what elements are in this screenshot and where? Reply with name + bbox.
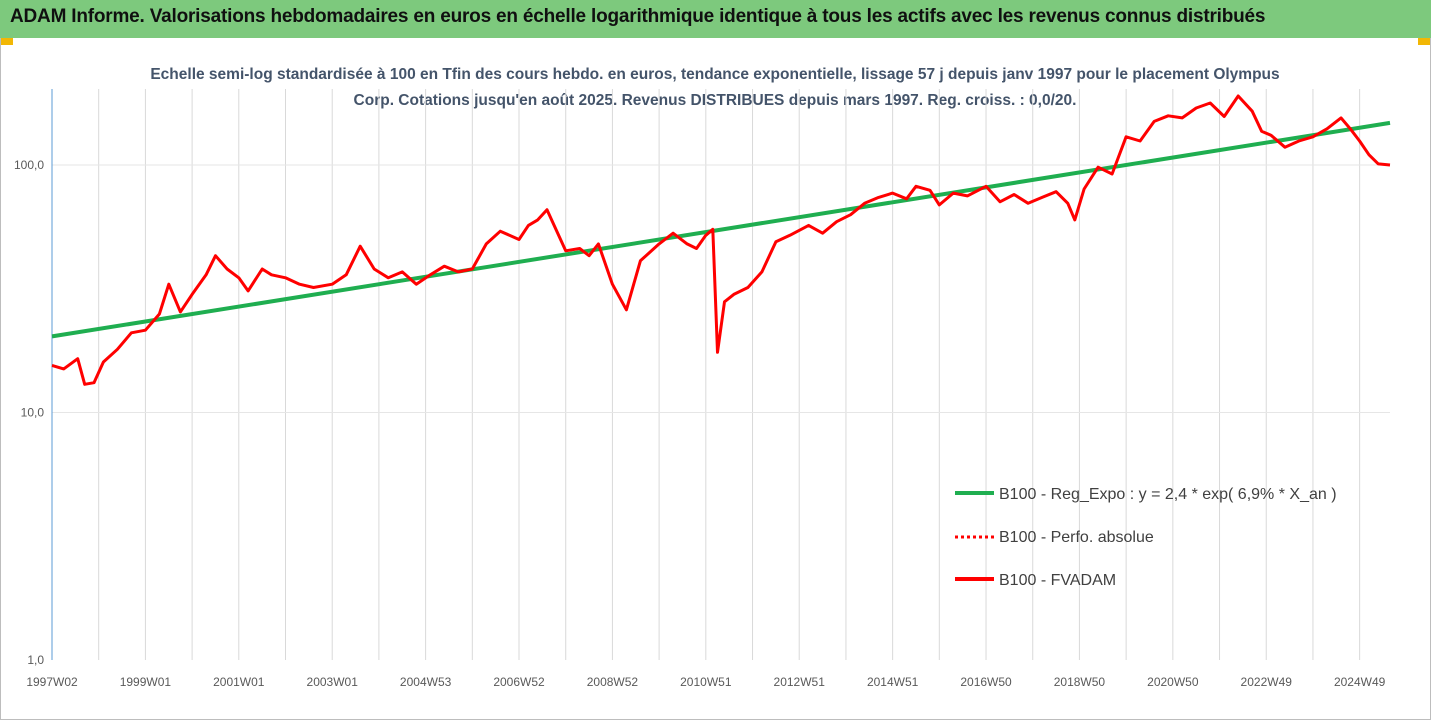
x-tick-label: 2004W53: [400, 675, 452, 689]
x-tick-label: 2020W50: [1147, 675, 1199, 689]
x-tick-label: 2003W01: [307, 675, 359, 689]
series-lines: [51, 94, 1391, 386]
y-tick-label: 10,0: [21, 406, 45, 420]
x-tick-label: 2012W51: [774, 675, 826, 689]
legend-label-perfo-absolue: B100 - Perfo. absolue: [999, 529, 1154, 546]
y-tick-label: 1,0: [27, 653, 44, 667]
x-tick-label: 2010W51: [680, 675, 732, 689]
legend-label-regression: B100 - Reg_Expo : y = 2,4 * exp( 6,9% * …: [999, 486, 1337, 503]
gridlines: [52, 89, 1390, 660]
x-tick-label: 2008W52: [587, 675, 639, 689]
x-tick-label: 1997W02: [26, 675, 78, 689]
series-regression-line: [51, 120, 1391, 339]
x-tick-label: 2001W01: [213, 675, 265, 689]
x-tick-label: 2018W50: [1054, 675, 1106, 689]
x-tick-labels: 1997W02 1999W01 2001W01 2003W01 2004W53 2006W…: [26, 675, 1385, 689]
banner-corner-right: [1418, 38, 1431, 45]
x-tick-label: 2006W52: [493, 675, 545, 689]
x-tick-label: 1999W01: [120, 675, 172, 689]
x-tick-label: 2016W50: [960, 675, 1012, 689]
x-tick-label: 2024W49: [1334, 675, 1386, 689]
series-fvadam-line: [51, 94, 1391, 386]
banner-corner-left: [0, 38, 13, 45]
legend-label-fvadam: B100 - FVADAM: [999, 572, 1116, 589]
chart-title: Echelle semi-log standardisée à 100 en T…: [150, 66, 1280, 109]
x-tick-label: 2014W51: [867, 675, 919, 689]
y-tick-labels: 1,0 10,0 100,0: [14, 158, 44, 667]
y-tick-label: 100,0: [14, 158, 44, 172]
legend: B100 - Reg_Expo : y = 2,4 * exp( 6,9% * …: [955, 486, 1337, 589]
x-tick-label: 2022W49: [1241, 675, 1293, 689]
report-banner-title: ADAM Informe. Valorisations hebdomadaire…: [0, 0, 1431, 38]
